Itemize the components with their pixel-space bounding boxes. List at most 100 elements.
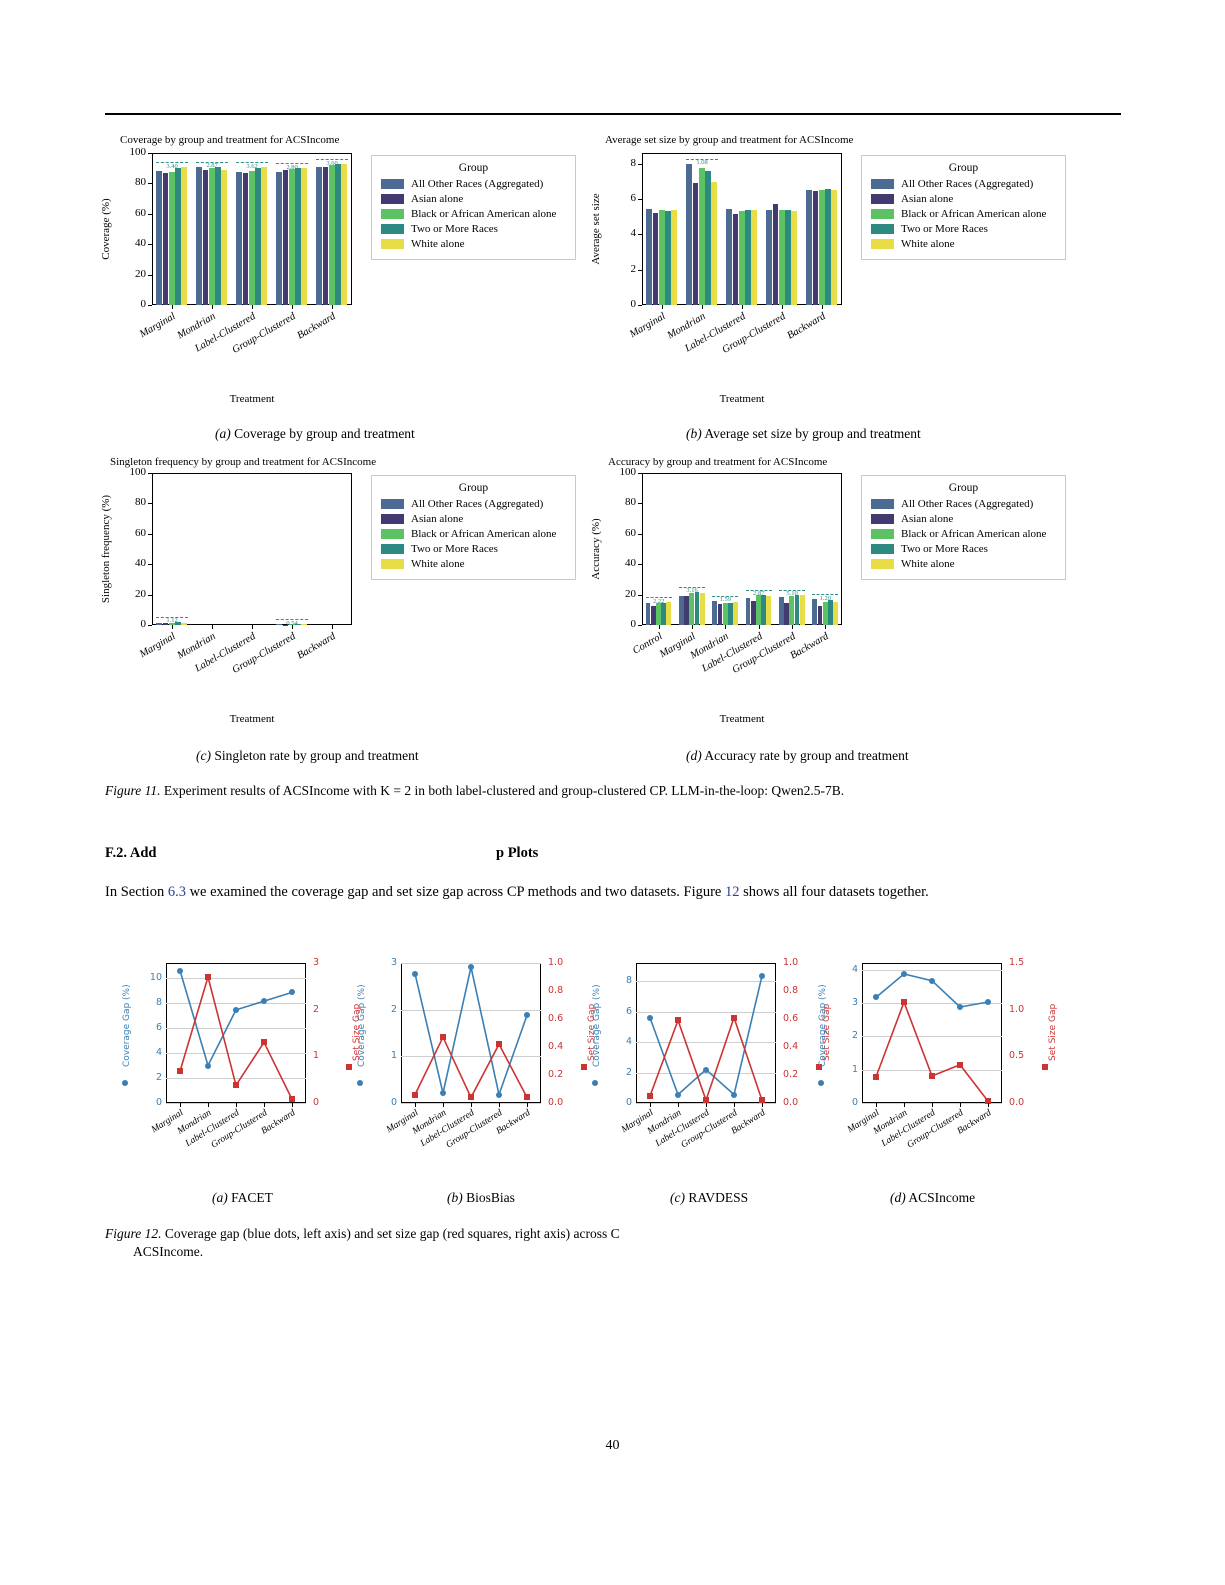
gridline-ravdess-4 xyxy=(636,981,776,983)
ytick-accuracy-0: 0 xyxy=(630,618,637,630)
ytick-singleton-1: 20 xyxy=(135,587,146,600)
gridline-biosbias-3 xyxy=(401,963,541,964)
marker-biosbias-dot-2 xyxy=(468,964,474,971)
bar-accuracy-4-3 xyxy=(794,594,800,625)
xtick-mark-ravdess-4 xyxy=(762,1103,763,1107)
marker-facet-dot-4 xyxy=(289,989,295,996)
ytick-coverage-2: 40 xyxy=(135,237,146,250)
legend-row-setsize-4: White alone xyxy=(871,237,1056,251)
legend-swatch-setsize-2 xyxy=(871,209,894,219)
bar-setsize-1-0 xyxy=(686,163,693,305)
left-axis-marker-facet xyxy=(122,1080,128,1086)
bar-setsize-1-1 xyxy=(692,183,699,305)
legend-row-singleton-0: All Other Races (Aggregated) xyxy=(381,497,566,511)
left-ytick-facet-1: 2 xyxy=(155,1072,162,1083)
legend-swatch-coverage-2 xyxy=(381,209,404,219)
right-axis-marker-facet xyxy=(346,1064,352,1070)
gridline-facet-4 xyxy=(166,1003,306,1004)
figure-12-caption-text: Coverage gap (blue dots, left axis) and … xyxy=(161,1226,620,1241)
ytick-setsize-4: 8 xyxy=(630,156,637,169)
annot-bracket-coverage-0 xyxy=(156,162,188,164)
left-ytick-ravdess-3: 6 xyxy=(625,1005,632,1017)
right-axis-marker-acsincome xyxy=(1042,1064,1048,1070)
bar-singleton-3-0 xyxy=(276,624,283,625)
legend-coverage: Group All Other Races (Aggregated) Asian a… xyxy=(371,155,576,260)
bar-coverage-3-2 xyxy=(288,168,295,305)
subcaption-12c-text: RAVDESS xyxy=(684,1190,749,1205)
figure-link-12[interactable]: 12 xyxy=(724,884,740,900)
legend-swatch-accuracy-0 xyxy=(871,499,894,509)
bar-singleton-0-3 xyxy=(175,621,181,625)
xtick-mark-biosbias-2 xyxy=(471,1103,472,1107)
left-ytick-biosbias-0: 0 xyxy=(390,1097,397,1108)
left-ytick-biosbias-2: 2 xyxy=(390,1003,397,1015)
annot-label-coverage-2: 3.62 xyxy=(246,162,258,170)
bar-setsize-0-3 xyxy=(665,210,671,305)
header-rule xyxy=(105,113,1121,115)
legend-title-singleton: Group xyxy=(458,482,489,494)
subcaption-11b-tag: (b) xyxy=(686,426,702,441)
ytick-mark-coverage-3 xyxy=(148,213,152,215)
ytick-coverage-5: 100 xyxy=(129,146,147,158)
chart-title-setsize: Average set size by group and treatment … xyxy=(605,134,854,146)
legend-row-setsize-1: Asian alone xyxy=(871,192,1056,206)
legend-title-accuracy: Group xyxy=(948,482,979,494)
subcaption-12d-tag: (d) xyxy=(890,1190,906,1205)
bar-setsize-1-4 xyxy=(711,182,718,305)
ytick-mark-setsize-4 xyxy=(638,163,642,165)
xtick-mark-singleton-3 xyxy=(292,625,293,629)
ytick-mark-coverage-4 xyxy=(148,183,152,185)
bar-setsize-4-2 xyxy=(818,190,825,305)
bar-coverage-2-4 xyxy=(261,167,268,305)
bar-accuracy-0-3 xyxy=(661,603,667,625)
bar-coverage-1-0 xyxy=(196,166,203,305)
section-link-6-3[interactable]: 6.3 xyxy=(167,884,186,900)
plot-area-ravdess xyxy=(636,963,776,1103)
marker-acsincome-dot-2 xyxy=(929,977,935,984)
legend-label-coverage-3: Two or More Races xyxy=(411,223,498,235)
bar-accuracy-2-4 xyxy=(733,602,738,625)
bar-setsize-4-3 xyxy=(825,189,831,305)
ytick-mark-singleton-4 xyxy=(148,503,152,505)
bar-accuracy-2-2 xyxy=(722,602,728,625)
xtick-mark-acsincome-4 xyxy=(988,1103,989,1107)
legend-label-coverage-4: White alone xyxy=(411,238,465,250)
paragraph-post: shows all four datasets together. xyxy=(739,884,929,900)
bar-setsize-0-1 xyxy=(652,213,659,305)
right-axis-marker-biosbias xyxy=(581,1064,587,1070)
ytick-coverage-1: 20 xyxy=(135,267,146,280)
bar-accuracy-2-3 xyxy=(727,602,733,625)
ytick-setsize-0: 0 xyxy=(630,298,637,310)
ytick-mark-singleton-3 xyxy=(148,533,152,535)
paragraph-pre: In Section xyxy=(105,884,168,900)
left-axis-marker-ravdess xyxy=(592,1080,598,1086)
bar-setsize-3-0 xyxy=(766,210,773,305)
right-ytick-facet-2: 2 xyxy=(313,1003,320,1015)
ytick-mark-singleton-2 xyxy=(148,564,152,566)
marker-biosbias-square-1 xyxy=(440,1034,446,1041)
xtick-mark-accuracy-2 xyxy=(725,625,727,629)
bar-accuracy-4-4 xyxy=(799,594,805,625)
marker-facet-dot-3 xyxy=(261,998,267,1005)
bar-setsize-3-3 xyxy=(785,209,791,305)
ytick-accuracy-2: 40 xyxy=(625,557,636,570)
xtick-mark-setsize-1 xyxy=(702,305,703,309)
left-ytick-acsincome-4: 4 xyxy=(851,963,858,975)
legend-label-accuracy-4: White alone xyxy=(901,558,955,570)
bar-coverage-4-2 xyxy=(328,164,335,305)
ytick-mark-coverage-5 xyxy=(148,153,152,154)
marker-biosbias-dot-3 xyxy=(496,1091,502,1098)
bar-accuracy-0-4 xyxy=(666,602,672,625)
legend-swatch-singleton-1 xyxy=(381,514,404,524)
figure-12-caption-label: Figure 12. xyxy=(105,1226,162,1241)
legend-label-singleton-1: Asian alone xyxy=(411,513,464,525)
legend-label-setsize-4: White alone xyxy=(901,238,955,250)
xtick-mark-accuracy-1 xyxy=(692,625,693,629)
bar-accuracy-4-1 xyxy=(784,603,789,625)
paragraph-mid: we examined the coverage gap and set siz… xyxy=(185,884,725,900)
figure-11-caption-text: Experiment results of ACSIncome with K =… xyxy=(160,783,845,798)
annot-bracket-accuracy-1 xyxy=(679,586,705,588)
subcaption-11a: (a) Coverage by group and treatment xyxy=(215,426,415,442)
plot-area-accuracy xyxy=(642,473,842,625)
